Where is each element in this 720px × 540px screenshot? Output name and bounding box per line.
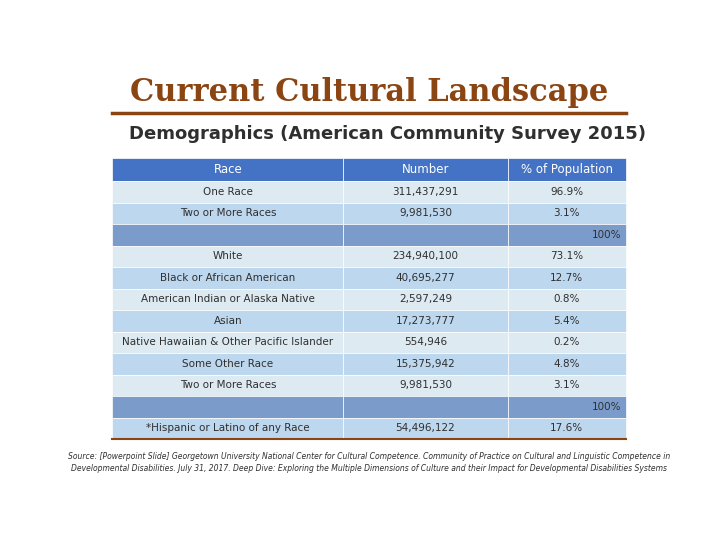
- FancyBboxPatch shape: [112, 202, 343, 224]
- Text: Number: Number: [402, 163, 449, 176]
- Text: Two or More Races: Two or More Races: [179, 380, 276, 390]
- Text: 40,695,277: 40,695,277: [396, 273, 455, 283]
- Text: % of Population: % of Population: [521, 163, 613, 176]
- Text: 3.1%: 3.1%: [554, 208, 580, 219]
- Text: 73.1%: 73.1%: [550, 252, 583, 261]
- Text: 2,597,249: 2,597,249: [399, 294, 452, 305]
- Text: White: White: [212, 252, 243, 261]
- Text: 96.9%: 96.9%: [550, 187, 583, 197]
- Text: *Hispanic or Latino of any Race: *Hispanic or Latino of any Race: [146, 423, 310, 433]
- FancyBboxPatch shape: [343, 375, 508, 396]
- Text: 100%: 100%: [592, 402, 621, 412]
- FancyBboxPatch shape: [508, 353, 626, 375]
- FancyBboxPatch shape: [343, 202, 508, 224]
- FancyBboxPatch shape: [508, 224, 626, 246]
- Text: 9,981,530: 9,981,530: [399, 208, 452, 219]
- FancyBboxPatch shape: [508, 202, 626, 224]
- FancyBboxPatch shape: [508, 375, 626, 396]
- FancyBboxPatch shape: [343, 181, 508, 202]
- FancyBboxPatch shape: [508, 289, 626, 310]
- FancyBboxPatch shape: [343, 158, 508, 181]
- Text: 554,946: 554,946: [404, 338, 447, 347]
- FancyBboxPatch shape: [112, 289, 343, 310]
- Text: 15,375,942: 15,375,942: [395, 359, 455, 369]
- Text: 12.7%: 12.7%: [550, 273, 583, 283]
- FancyBboxPatch shape: [343, 396, 508, 417]
- FancyBboxPatch shape: [112, 375, 343, 396]
- FancyBboxPatch shape: [343, 224, 508, 246]
- Text: 17,273,777: 17,273,777: [395, 316, 455, 326]
- Text: 311,437,291: 311,437,291: [392, 187, 459, 197]
- FancyBboxPatch shape: [343, 353, 508, 375]
- Text: One Race: One Race: [203, 187, 253, 197]
- FancyBboxPatch shape: [112, 224, 343, 246]
- Text: American Indian or Alaska Native: American Indian or Alaska Native: [141, 294, 315, 305]
- FancyBboxPatch shape: [508, 158, 626, 181]
- Text: 5.4%: 5.4%: [554, 316, 580, 326]
- Text: 3.1%: 3.1%: [554, 380, 580, 390]
- FancyBboxPatch shape: [112, 332, 343, 353]
- Text: 17.6%: 17.6%: [550, 423, 583, 433]
- FancyBboxPatch shape: [112, 396, 343, 417]
- Text: Race: Race: [213, 163, 242, 176]
- FancyBboxPatch shape: [508, 332, 626, 353]
- FancyBboxPatch shape: [112, 246, 343, 267]
- FancyBboxPatch shape: [112, 181, 343, 202]
- Text: Source: [Powerpoint Slide] Georgetown University National Center for Cultural Co: Source: [Powerpoint Slide] Georgetown Un…: [68, 453, 670, 461]
- FancyBboxPatch shape: [508, 310, 626, 332]
- Text: 54,496,122: 54,496,122: [395, 423, 455, 433]
- FancyBboxPatch shape: [508, 181, 626, 202]
- Text: Asian: Asian: [214, 316, 242, 326]
- FancyBboxPatch shape: [343, 246, 508, 267]
- FancyBboxPatch shape: [343, 289, 508, 310]
- Text: 234,940,100: 234,940,100: [392, 252, 459, 261]
- Text: Developmental Disabilities. July 31, 2017. Deep Dive: Exploring the Multiple Dim: Developmental Disabilities. July 31, 201…: [71, 464, 667, 473]
- FancyBboxPatch shape: [112, 310, 343, 332]
- Text: Black or African American: Black or African American: [161, 273, 295, 283]
- FancyBboxPatch shape: [343, 267, 508, 289]
- FancyBboxPatch shape: [112, 267, 343, 289]
- FancyBboxPatch shape: [508, 396, 626, 417]
- FancyBboxPatch shape: [343, 417, 508, 439]
- FancyBboxPatch shape: [343, 332, 508, 353]
- Text: 0.8%: 0.8%: [554, 294, 580, 305]
- FancyBboxPatch shape: [112, 353, 343, 375]
- FancyBboxPatch shape: [112, 417, 343, 439]
- Text: Two or More Races: Two or More Races: [179, 208, 276, 219]
- FancyBboxPatch shape: [508, 267, 626, 289]
- Text: 4.8%: 4.8%: [554, 359, 580, 369]
- Text: Native Hawaiian & Other Pacific Islander: Native Hawaiian & Other Pacific Islander: [122, 338, 333, 347]
- Text: 100%: 100%: [592, 230, 621, 240]
- Text: 0.2%: 0.2%: [554, 338, 580, 347]
- Text: Some Other Race: Some Other Race: [182, 359, 274, 369]
- Text: 9,981,530: 9,981,530: [399, 380, 452, 390]
- Text: Current Cultural Landscape: Current Cultural Landscape: [130, 77, 608, 109]
- Text: Demographics (American Community Survey 2015): Demographics (American Community Survey …: [129, 125, 646, 143]
- FancyBboxPatch shape: [508, 417, 626, 439]
- FancyBboxPatch shape: [112, 158, 343, 181]
- FancyBboxPatch shape: [343, 310, 508, 332]
- FancyBboxPatch shape: [508, 246, 626, 267]
